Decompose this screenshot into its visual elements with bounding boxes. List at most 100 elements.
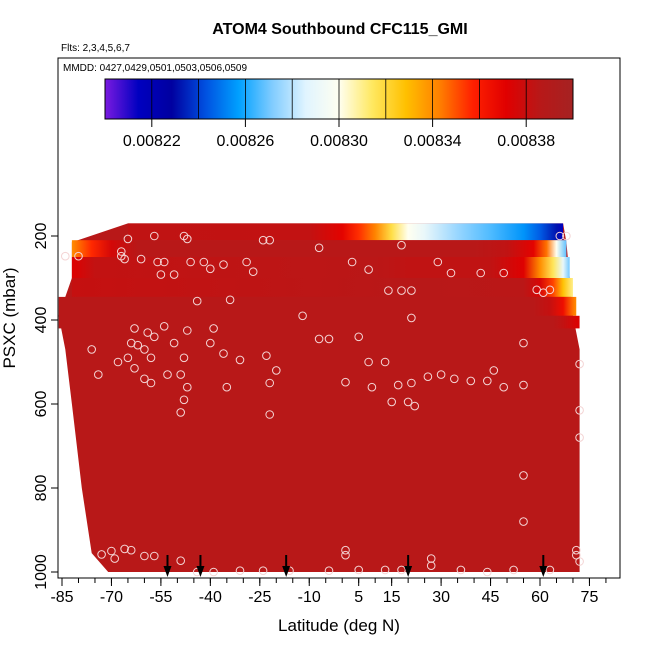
- colorbar-tick-label: 0.00838: [497, 133, 555, 150]
- sample-point: [519, 338, 528, 348]
- sample-point: [572, 545, 581, 555]
- field-band: [127, 223, 564, 241]
- sample-point: [176, 408, 185, 417]
- sample-point: [354, 332, 364, 342]
- x-axis: -85 -70 -55 -40 -25 -10 5 15 30 45 60 75: [50, 578, 607, 606]
- sample-point: [120, 254, 129, 264]
- x-tick-label: 45: [482, 589, 500, 606]
- sample-point: [183, 382, 192, 392]
- sample-point: [403, 397, 413, 407]
- sample-point: [107, 546, 116, 556]
- field-band: [71, 257, 570, 278]
- sample-point: [265, 235, 275, 245]
- sample-point: [183, 326, 192, 335]
- sample-point: [436, 370, 446, 379]
- y-tick-label: 800: [33, 475, 50, 502]
- x-tick-label: 30: [432, 589, 450, 606]
- sample-point: [450, 374, 459, 384]
- sample-point: [341, 377, 350, 387]
- dates-subtitle: MMDD: 0427,0429,0501,0503,0506,0509: [63, 63, 247, 74]
- y-tick-label: 1000: [33, 554, 50, 590]
- heatmap-field: [58, 223, 580, 572]
- sample-point: [74, 251, 83, 261]
- sample-point: [380, 565, 390, 575]
- sample-point: [156, 270, 166, 279]
- sample-point: [186, 257, 195, 267]
- sample-point: [324, 566, 334, 576]
- field-band: [71, 240, 567, 257]
- sample-point: [456, 565, 466, 575]
- x-tick-label: -25: [248, 589, 271, 606]
- x-axis-label: Latitude (deg N): [278, 616, 400, 635]
- sample-point: [262, 351, 271, 361]
- sample-point: [140, 551, 149, 561]
- sample-point: [364, 265, 373, 274]
- field-band: [58, 315, 580, 329]
- sample-point: [136, 254, 146, 264]
- sample-point: [140, 345, 149, 354]
- y-axis: 200 400 600 800 1000: [33, 223, 58, 590]
- sample-point: [163, 370, 172, 379]
- sample-point: [199, 257, 209, 267]
- sample-point: [87, 345, 96, 354]
- sample-point: [364, 357, 373, 367]
- sample-point: [258, 235, 268, 245]
- sample-point: [314, 243, 324, 253]
- sample-point: [258, 566, 268, 576]
- profile-marker-arrow: [282, 566, 291, 577]
- sample-point: [159, 322, 169, 331]
- y-tick-label: 400: [33, 307, 50, 334]
- sample-point: [407, 286, 416, 295]
- profile-marker-arrow: [539, 566, 548, 577]
- sample-point: [130, 324, 139, 333]
- sample-point: [446, 268, 456, 278]
- y-tick-label: 200: [33, 223, 50, 250]
- sample-point: [146, 353, 156, 363]
- sample-point: [562, 231, 571, 241]
- sample-point: [519, 517, 528, 526]
- sample-point: [123, 234, 133, 244]
- sample-point: [113, 357, 123, 367]
- colorbar-tick-label: 0.00834: [404, 133, 462, 150]
- x-tick-label: 15: [383, 589, 401, 606]
- sample-point: [341, 545, 350, 555]
- x-tick-label: 5: [354, 589, 363, 606]
- sample-point: [130, 364, 139, 373]
- sample-point: [499, 268, 509, 278]
- colorbar: 0.00822 0.00826 0.00830 0.00834 0.00838: [104, 78, 574, 150]
- sample-point: [272, 366, 281, 375]
- sample-point: [499, 382, 509, 392]
- sample-point: [140, 374, 149, 384]
- sample-point: [314, 334, 324, 344]
- sample-point: [150, 551, 159, 561]
- sample-point: [367, 382, 377, 392]
- sample-point: [169, 270, 179, 279]
- profile-marker-arrow: [404, 566, 413, 577]
- sample-point: [206, 264, 215, 274]
- field-band: [71, 278, 573, 297]
- sample-point: [519, 471, 528, 480]
- sample-point: [519, 380, 528, 390]
- x-tick-label: -10: [298, 589, 321, 606]
- x-tick-label: 60: [531, 589, 549, 606]
- profile-marker-arrow: [196, 566, 205, 577]
- x-tick-label: 75: [581, 589, 599, 606]
- sample-point: [397, 240, 406, 250]
- field-band: [58, 296, 577, 316]
- sample-point: [466, 376, 476, 386]
- y-axis-label: PSXC (mbar): [0, 267, 19, 368]
- sample-point: [265, 410, 275, 419]
- sample-point: [146, 378, 156, 388]
- sample-point: [248, 267, 258, 277]
- sample-point: [117, 247, 126, 256]
- sample-point: [380, 357, 390, 367]
- sample-point: [575, 359, 584, 369]
- flights-subtitle: Flts: 2,3,4,5,6,7: [61, 43, 130, 54]
- sample-point: [225, 295, 235, 305]
- sample-point: [545, 285, 555, 295]
- sample-point: [235, 355, 245, 365]
- sample-point: [397, 286, 406, 295]
- profile-markers: [163, 555, 548, 577]
- sample-point: [384, 286, 393, 295]
